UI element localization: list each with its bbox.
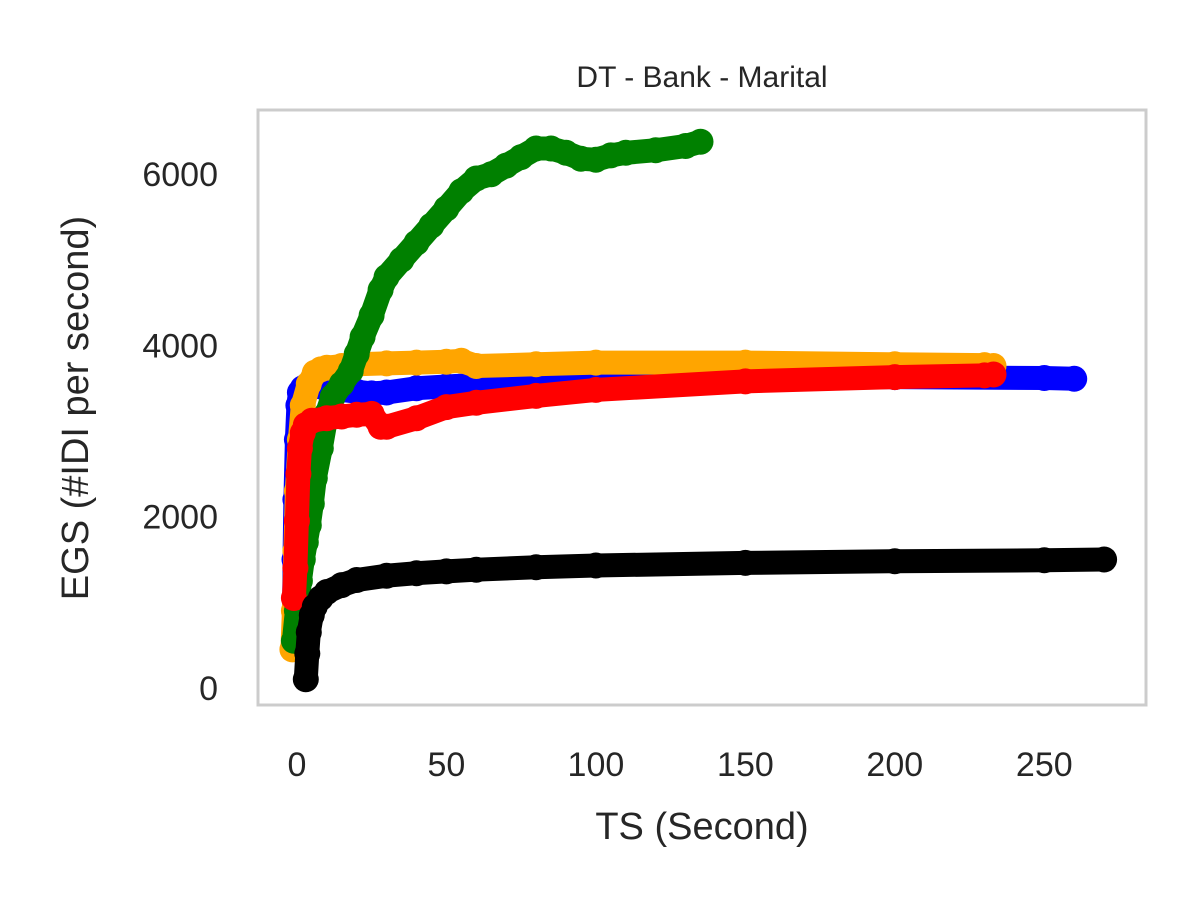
series-2-point <box>403 229 430 256</box>
plot-frame <box>256 108 1148 707</box>
series-1-point <box>463 353 490 379</box>
series-3-point <box>283 507 310 534</box>
series-0-point <box>1061 365 1088 392</box>
x-tick-label: 200 <box>866 746 923 784</box>
series-layer <box>279 128 1118 693</box>
series-4-point <box>881 548 908 575</box>
series-4-point <box>343 567 370 593</box>
series-4-point <box>433 558 460 585</box>
x-tick-label: 0 <box>287 746 306 784</box>
series-3-point <box>282 555 309 581</box>
x-tick-label: 150 <box>717 746 774 784</box>
y-tick-labels: 0 2000 4000 6000 <box>142 156 218 708</box>
y-tick-label: 0 <box>199 670 218 708</box>
series-3-point <box>881 364 908 391</box>
series-3-point <box>980 361 1007 388</box>
series-3-point <box>732 368 759 395</box>
series-2-point <box>373 263 400 290</box>
series-3-point <box>523 382 550 409</box>
series-3 <box>280 361 1007 611</box>
series-4 <box>292 546 1118 693</box>
series-3-point <box>280 585 307 611</box>
series-4-point <box>523 554 550 581</box>
series-2-point <box>349 323 376 350</box>
x-axis-label: TS (Second) <box>595 806 808 848</box>
y-tick-label: 6000 <box>142 156 218 194</box>
series-0-point <box>433 373 460 400</box>
series-2-point <box>687 128 714 155</box>
series-3-point <box>285 460 312 487</box>
x-tick-label: 50 <box>427 746 465 784</box>
series-3-point <box>582 376 609 403</box>
series-2-point <box>358 302 385 329</box>
chart-title: DT - Bank - Marital <box>576 61 827 94</box>
series-0-point <box>1031 365 1058 391</box>
series-4-point <box>1031 547 1058 574</box>
x-tick-label: 100 <box>568 746 625 784</box>
series-4-point <box>292 666 319 693</box>
series-2-point <box>418 212 445 239</box>
series-2-point <box>612 139 639 166</box>
y-tick-label: 2000 <box>142 499 218 537</box>
series-4-point <box>582 552 609 579</box>
y-tick-label: 4000 <box>142 327 218 365</box>
series-0-point <box>403 375 430 402</box>
series-3-point <box>373 413 400 440</box>
series-1-point <box>523 351 550 378</box>
series-3-point <box>433 394 460 421</box>
series-4-point <box>403 560 430 587</box>
series-1-point <box>732 349 759 376</box>
y-axis-label: EGS (#IDI per second) <box>55 216 97 600</box>
series-2-point <box>642 137 669 164</box>
series-4-point <box>732 549 759 576</box>
series-2-point <box>307 435 334 462</box>
series-3-point <box>463 389 490 416</box>
series-1-point <box>403 349 430 376</box>
x-tick-label: 250 <box>1016 746 1073 784</box>
series-4-point <box>294 640 321 667</box>
series-0-point <box>373 379 400 406</box>
series-1-point <box>582 349 609 376</box>
series-1-point <box>373 350 400 377</box>
series-2-point <box>433 195 460 222</box>
series-4-point <box>1091 546 1118 573</box>
series-3-point <box>403 405 430 432</box>
series-4-point <box>373 562 400 589</box>
x-tick-labels: 0 50 100 150 200 250 <box>287 746 1072 784</box>
series-4-point <box>463 556 490 583</box>
series-2-point <box>388 246 415 273</box>
